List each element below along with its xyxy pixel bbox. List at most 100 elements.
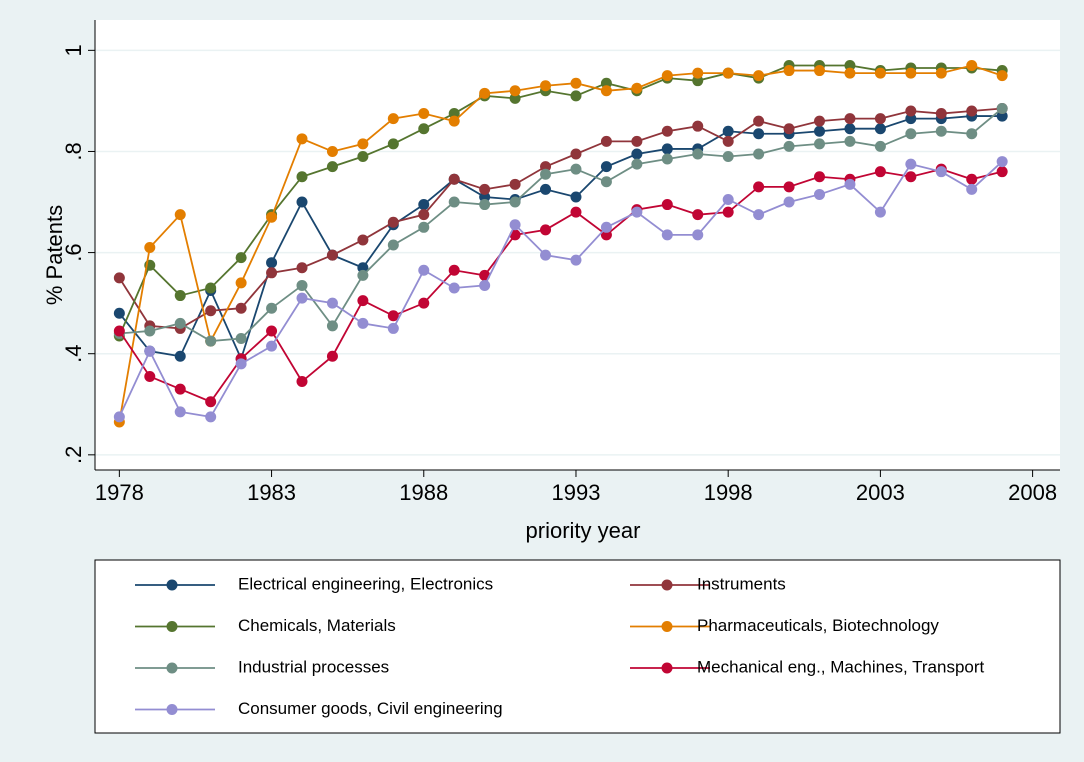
data-point [357,295,369,307]
data-point [570,206,582,218]
x-tick-label: 1988 [399,480,448,505]
legend-marker [166,579,178,591]
data-point [692,209,704,221]
data-point [692,120,704,132]
data-point [661,125,673,137]
data-point [905,128,917,140]
data-point [418,264,430,276]
data-point [448,264,460,276]
data-point [387,239,399,251]
legend-marker [661,621,673,632]
data-point [144,242,156,254]
data-point [326,350,338,362]
y-tick-label: .6 [61,243,86,261]
x-tick-label: 2003 [856,480,905,505]
data-point [174,406,186,418]
data-point [905,67,917,79]
data-point [296,292,308,304]
x-tick-label: 1993 [552,480,601,505]
data-point [266,340,278,352]
data-point [296,196,308,208]
x-axis-title: priority year [526,518,641,543]
data-point [966,105,978,117]
data-point [996,166,1008,178]
data-point [631,206,643,218]
data-point [113,272,125,284]
data-point [935,125,947,137]
y-tick-label: .8 [61,142,86,160]
x-tick-label: 1998 [704,480,753,505]
data-point [387,322,399,334]
data-point [783,140,795,152]
data-point [844,67,856,79]
data-point [783,196,795,208]
data-point [600,176,612,188]
data-point [418,123,430,135]
data-point [174,290,186,302]
data-point [266,257,278,269]
data-point [844,113,856,125]
data-point [966,60,978,72]
data-point [387,138,399,150]
data-point [326,297,338,309]
data-point [661,143,673,155]
data-point [113,325,125,337]
data-point [266,211,278,223]
data-point [874,166,886,178]
data-point [661,229,673,241]
data-point [631,148,643,160]
data-point [600,229,612,241]
data-point [844,135,856,147]
legend-label: Chemicals, Materials [238,616,396,635]
data-point [266,325,278,337]
data-point [996,70,1008,82]
data-point [905,113,917,125]
data-point [357,262,369,274]
data-point [814,138,826,150]
legend-label: Pharmaceuticals, Biotechnology [697,616,939,635]
data-point [235,252,247,264]
legend-marker [166,662,178,674]
data-point [418,108,430,120]
data-point [570,77,582,89]
data-point [600,77,612,89]
data-point [661,153,673,165]
data-point [753,128,765,140]
data-point [296,376,308,388]
data-point [844,123,856,135]
legend-label: Instruments [697,574,786,593]
data-point [144,325,156,337]
data-point [448,115,460,127]
data-point [814,125,826,137]
data-point [357,234,369,246]
x-tick-label: 1978 [95,480,144,505]
data-point [357,151,369,163]
data-point [570,148,582,160]
data-point [722,151,734,163]
data-point [966,173,978,185]
data-point [540,80,552,92]
data-point [205,396,217,408]
data-point [205,305,217,317]
data-point [205,335,217,347]
data-point [905,105,917,117]
data-point [540,249,552,261]
data-point [113,411,125,423]
data-point [448,282,460,294]
data-point [235,358,247,370]
y-tick-label: 1 [61,44,86,56]
data-point [996,110,1008,122]
data-point [814,115,826,127]
data-point [509,196,521,208]
data-point [874,140,886,152]
data-point [296,279,308,291]
data-point [387,310,399,322]
data-point [326,249,338,261]
data-point [753,209,765,221]
data-point [935,108,947,120]
data-point [296,262,308,274]
y-tick-label: .4 [61,345,86,363]
data-point [144,370,156,382]
data-point [479,87,491,99]
data-point [783,181,795,193]
